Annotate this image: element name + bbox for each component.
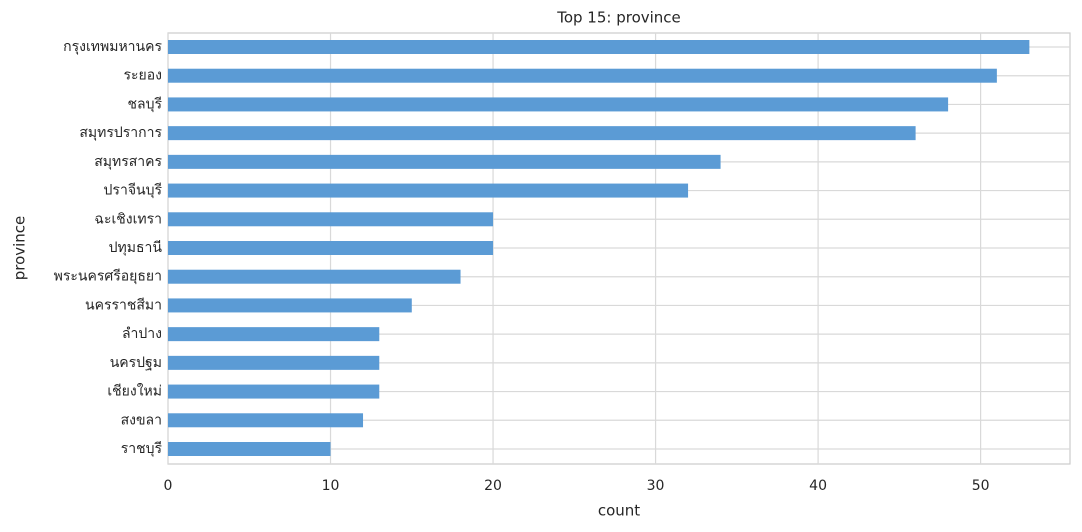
y-tick-label: ฉะเชิงเทรา: [94, 211, 162, 227]
bar: [168, 269, 461, 284]
bar: [168, 355, 380, 370]
x-tick-label: 10: [322, 478, 340, 494]
bar: [168, 384, 380, 399]
y-tick-label: ปทุมธานี: [109, 240, 163, 256]
bar: [168, 413, 364, 428]
y-tick-label: ปราจีนบุรี: [104, 183, 163, 199]
bar: [168, 442, 331, 456]
chart-title: Top 15: province: [556, 9, 681, 27]
bar: [168, 68, 997, 83]
bar: [168, 40, 1030, 54]
y-tick-label: ราชบุรี: [121, 441, 163, 457]
x-tick-label: 0: [164, 478, 173, 494]
bar: [168, 327, 380, 342]
bar: [168, 97, 949, 112]
bar: [168, 183, 689, 198]
y-tick-label: เชียงใหม่: [107, 383, 162, 400]
x-tick-label: 20: [484, 478, 502, 494]
bar: [168, 298, 412, 313]
y-tick-label: พระนครศรีอยุธยา: [54, 269, 162, 285]
y-tick-label: สงขลา: [121, 412, 162, 428]
y-tick-label: ชลบุรี: [128, 96, 163, 112]
y-axis-label: province: [11, 216, 29, 281]
bar: [168, 154, 721, 169]
y-tick-label: สมุทรปราการ: [79, 125, 162, 141]
y-tick-label: ลำปาง: [122, 326, 162, 342]
y-tick-label: นครราชสีมา: [85, 297, 162, 313]
y-tick-label: นครปฐม: [110, 355, 162, 371]
x-tick-label: 40: [809, 478, 827, 494]
y-tick-label: กรุงเทพมหานคร: [63, 39, 162, 55]
x-axis-label: count: [598, 502, 640, 520]
bar: [168, 126, 916, 141]
bar: [168, 241, 494, 255]
x-tick-label: 30: [647, 478, 665, 494]
y-tick-label: สมุทรสาคร: [94, 154, 162, 170]
y-tick-label: ระยอง: [124, 68, 163, 84]
marks: [168, 40, 1030, 456]
bar: [168, 212, 494, 227]
x-tick-label: 50: [972, 478, 990, 494]
